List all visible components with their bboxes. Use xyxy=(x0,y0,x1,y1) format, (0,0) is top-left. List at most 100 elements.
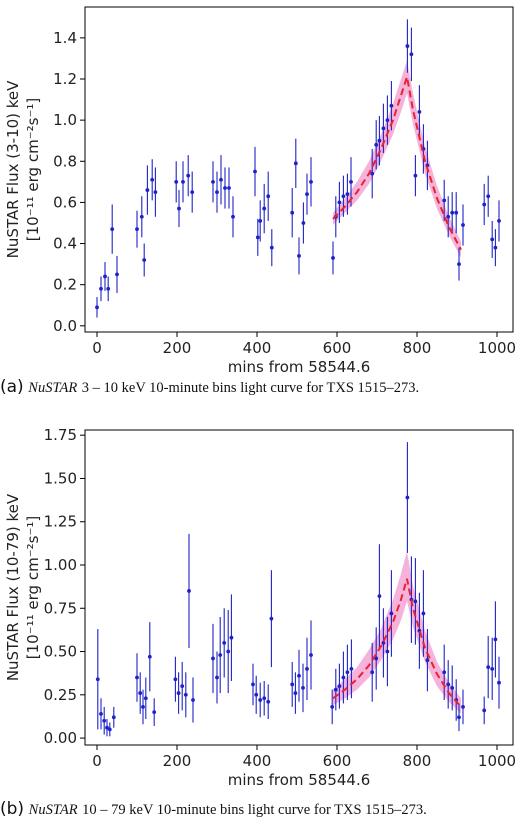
data-point-marker xyxy=(95,305,99,310)
data-point-marker xyxy=(99,286,103,291)
y-tick-label: 0.4 xyxy=(53,235,77,253)
data-point-marker xyxy=(186,173,191,178)
y-tick-label: 0.25 xyxy=(44,686,77,704)
data-point xyxy=(385,616,390,687)
data-point-marker xyxy=(269,245,274,250)
caption-a: (a) NuSTAR 3 – 10 keV 10-minute bins lig… xyxy=(0,377,520,397)
data-point-marker xyxy=(370,670,375,675)
data-point-marker xyxy=(138,691,143,695)
data-point-marker xyxy=(251,682,255,687)
data-point xyxy=(215,171,219,213)
data-point xyxy=(115,255,119,293)
data-point-marker xyxy=(377,594,382,599)
data-point xyxy=(425,629,430,692)
data-point-marker xyxy=(95,677,100,682)
data-point xyxy=(190,171,195,213)
caption-instrument: NuSTAR xyxy=(28,380,78,396)
data-point-marker xyxy=(490,666,495,671)
data-point xyxy=(482,696,487,725)
y-tick-label: 0.8 xyxy=(53,152,77,170)
y-axis-label-line1: NuSTAR Flux (3-10) keV xyxy=(4,80,22,259)
data-point-marker xyxy=(309,179,313,184)
data-point xyxy=(349,639,354,699)
x-tick-label: 1000 xyxy=(478,339,516,357)
data-point-marker xyxy=(293,691,298,695)
data-point xyxy=(330,689,335,725)
data-point-marker xyxy=(135,227,139,232)
data-point xyxy=(457,703,461,732)
data-point xyxy=(135,653,139,702)
data-point xyxy=(341,651,346,704)
data-point xyxy=(370,148,375,199)
data-point xyxy=(405,19,410,73)
data-point-marker xyxy=(181,179,185,184)
x-tick-label: 600 xyxy=(323,752,352,770)
data-point-marker xyxy=(229,635,234,640)
data-point-marker xyxy=(258,219,263,223)
data-point xyxy=(211,161,215,203)
data-point xyxy=(301,202,306,244)
data-point xyxy=(493,229,498,267)
data-point-marker xyxy=(345,670,350,675)
data-point-marker xyxy=(227,186,231,190)
data-point-marker xyxy=(139,214,144,219)
data-point xyxy=(218,616,223,694)
x-tick-label: 400 xyxy=(243,339,272,357)
data-point-marker xyxy=(290,682,295,687)
data-point-marker xyxy=(222,640,227,645)
data-point xyxy=(413,558,418,645)
data-point-marker xyxy=(337,684,342,689)
data-point-marker xyxy=(341,194,346,199)
data-point-marker xyxy=(115,272,119,277)
data-point-marker xyxy=(153,190,158,195)
data-point-marker xyxy=(215,190,219,195)
data-point xyxy=(181,161,185,203)
data-point xyxy=(99,276,103,302)
data-point-marker xyxy=(377,138,382,143)
data-point-marker xyxy=(409,52,414,57)
fit-confidence-band xyxy=(333,60,461,258)
data-point-marker xyxy=(497,680,501,685)
x-tick-label: 800 xyxy=(403,752,432,770)
fit-line xyxy=(332,578,462,708)
data-point-marker xyxy=(183,692,188,697)
data-point-marker xyxy=(442,670,447,675)
data-point-marker xyxy=(405,44,410,48)
data-point xyxy=(258,200,263,242)
data-point-marker xyxy=(450,685,455,690)
data-point xyxy=(266,171,271,221)
data-point-marker xyxy=(266,699,271,704)
data-point-marker xyxy=(461,223,465,227)
data-point xyxy=(231,196,235,238)
data-point-marker xyxy=(269,616,274,621)
data-point-marker xyxy=(255,235,260,240)
x-tick-label: 0 xyxy=(92,339,102,357)
data-point-marker xyxy=(482,202,487,207)
data-point-marker xyxy=(219,177,223,182)
data-point xyxy=(297,649,301,702)
data-point xyxy=(143,677,148,720)
caption-text: 3 – 10 keV 10-minute bins light curve fo… xyxy=(81,380,420,396)
chart-panel-a: 0 200 400 600 800 1000 0.0 0.2 0.4 0.6 0.8 1.0 1.2 1.… xyxy=(0,0,520,412)
data-point-marker xyxy=(374,142,379,147)
data-point-marker xyxy=(425,658,430,663)
data-point-marker xyxy=(145,188,150,192)
data-point xyxy=(417,85,422,139)
data-point-marker xyxy=(305,192,309,197)
data-point-marker xyxy=(143,696,148,701)
data-point-marker xyxy=(223,186,227,190)
data-point xyxy=(309,157,313,207)
data-point xyxy=(145,165,150,215)
data-point-marker xyxy=(147,654,152,659)
data-point-marker xyxy=(258,698,263,702)
data-point xyxy=(370,642,375,702)
data-point xyxy=(269,570,274,668)
data-point-marker xyxy=(297,673,301,678)
data-point-marker xyxy=(253,169,257,174)
data-point xyxy=(337,663,342,709)
data-point-marker xyxy=(173,677,178,682)
data-point xyxy=(305,637,309,700)
data-point-marker xyxy=(331,256,335,260)
data-point xyxy=(99,698,103,730)
data-point-marker xyxy=(421,611,426,616)
